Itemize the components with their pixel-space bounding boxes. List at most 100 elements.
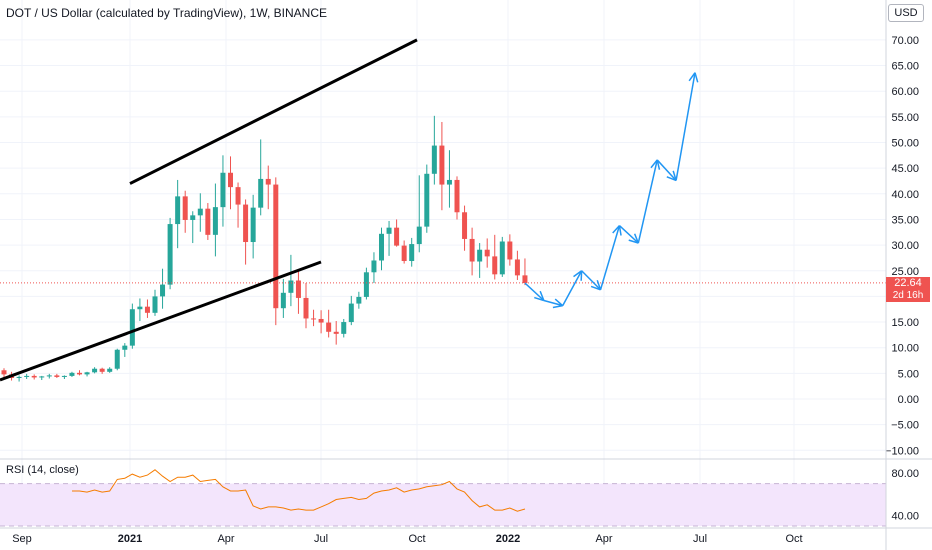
- candle-body: [303, 297, 309, 319]
- price-tick-label: 40.00: [891, 189, 919, 201]
- projection-segment: [562, 270, 583, 306]
- candle-body: [160, 284, 166, 297]
- grid-layer: [0, 0, 886, 528]
- candle-body: [507, 241, 513, 260]
- price-tick-label: 30.00: [891, 240, 919, 252]
- candle-body: [228, 172, 233, 188]
- chart-title: DOT / US Dollar (calculated by TradingVi…: [6, 6, 327, 20]
- projection-segment: [675, 72, 696, 181]
- projection-arrowhead: [618, 225, 622, 236]
- candle-body: [394, 227, 400, 246]
- projection-segment: [637, 159, 658, 244]
- candle-body: [431, 145, 437, 174]
- candle-body: [250, 207, 256, 243]
- candle-body: [152, 296, 158, 313]
- candle-body: [144, 306, 150, 313]
- currency-button[interactable]: USD: [888, 4, 924, 22]
- time-tick-label: Sep: [12, 533, 32, 545]
- candle-body: [280, 292, 286, 309]
- candle-body: [167, 224, 173, 285]
- candle-body: [69, 372, 75, 376]
- price-tick-label: 0.00: [898, 394, 919, 406]
- candle-body: [212, 207, 218, 235]
- time-tick-label: Oct: [408, 533, 425, 545]
- candle-body: [265, 178, 271, 185]
- time-tick-label: Apr: [595, 533, 612, 545]
- projection-arrowhead: [650, 159, 658, 169]
- candle-body: [205, 208, 211, 235]
- projection-segment: [524, 282, 545, 302]
- projection-segment: [581, 270, 602, 291]
- candle-body: [514, 259, 520, 276]
- rsi-band-layer: [0, 483, 886, 527]
- candle-body: [326, 322, 332, 332]
- candle-body: [341, 322, 347, 334]
- candle-body: [190, 215, 196, 220]
- candle-body: [462, 212, 468, 239]
- projection-arrowhead: [672, 170, 677, 181]
- price-tick-label: 25.00: [891, 266, 919, 278]
- candle-body: [182, 196, 188, 220]
- projection-arrowhead: [539, 290, 545, 301]
- rsi-line: [72, 469, 526, 512]
- price-tick-label: −10.00: [885, 445, 919, 457]
- candle-body: [333, 331, 339, 334]
- candle-body: [273, 184, 279, 309]
- projection-segment: [599, 225, 621, 290]
- candle-body: [61, 375, 67, 377]
- candle-body: [122, 345, 128, 350]
- candle-body: [356, 296, 362, 304]
- candle-body: [137, 306, 143, 310]
- rsi-layer: [72, 469, 526, 512]
- rsi-band: [0, 483, 886, 526]
- annotation-layer: [0, 38, 886, 382]
- projection-arrowhead: [590, 285, 601, 291]
- projection-arrowhead: [628, 239, 639, 244]
- candle-body: [348, 303, 354, 323]
- projection-arrowhead: [596, 280, 602, 290]
- projection-arrowhead: [633, 233, 640, 244]
- candle-body: [235, 187, 241, 205]
- candle-body: [318, 318, 324, 323]
- price-tick-label: 50.00: [891, 138, 919, 150]
- candle-body: [409, 244, 415, 262]
- candle-body: [454, 179, 460, 213]
- candle-body: [424, 173, 430, 227]
- candle-body: [371, 260, 377, 273]
- candle-body: [31, 375, 37, 378]
- price-tick-label: 5.00: [898, 368, 919, 380]
- candle-body: [114, 349, 120, 369]
- candle-body: [107, 368, 113, 372]
- projection-arrowhead: [688, 72, 696, 82]
- candle-body: [46, 375, 52, 377]
- candle-body: [401, 245, 407, 262]
- candle-body: [39, 376, 45, 378]
- candle-body: [492, 256, 498, 275]
- candle-body: [386, 227, 392, 234]
- candle-body: [477, 249, 483, 262]
- last-price-badge: 22.64 2d 16h: [886, 276, 930, 302]
- candle-body: [197, 208, 203, 216]
- candle-body: [243, 204, 249, 243]
- candle-body: [84, 372, 90, 375]
- price-tick-label: 55.00: [891, 112, 919, 124]
- projection-segment: [618, 225, 639, 244]
- price-tick-label: 70.00: [891, 35, 919, 47]
- price-tick-label: 45.00: [891, 163, 919, 175]
- candle-body: [363, 272, 369, 297]
- candles-layer: [1, 115, 528, 382]
- candle-body: [446, 179, 452, 185]
- candle-body: [54, 375, 60, 377]
- candle-body: [379, 233, 384, 261]
- candle-body: [175, 196, 181, 225]
- price-tick-label: 10.00: [891, 343, 919, 355]
- price-tick-label: −5.00: [891, 420, 919, 432]
- channel-trendline: [129, 38, 418, 185]
- projection-arrowhead: [666, 176, 677, 182]
- bar-countdown: 2d 16h: [892, 289, 924, 301]
- time-tick-label: 2022: [496, 533, 520, 545]
- candle-body: [469, 238, 475, 262]
- candle-body: [220, 172, 226, 208]
- projection-arrowhead: [573, 270, 583, 278]
